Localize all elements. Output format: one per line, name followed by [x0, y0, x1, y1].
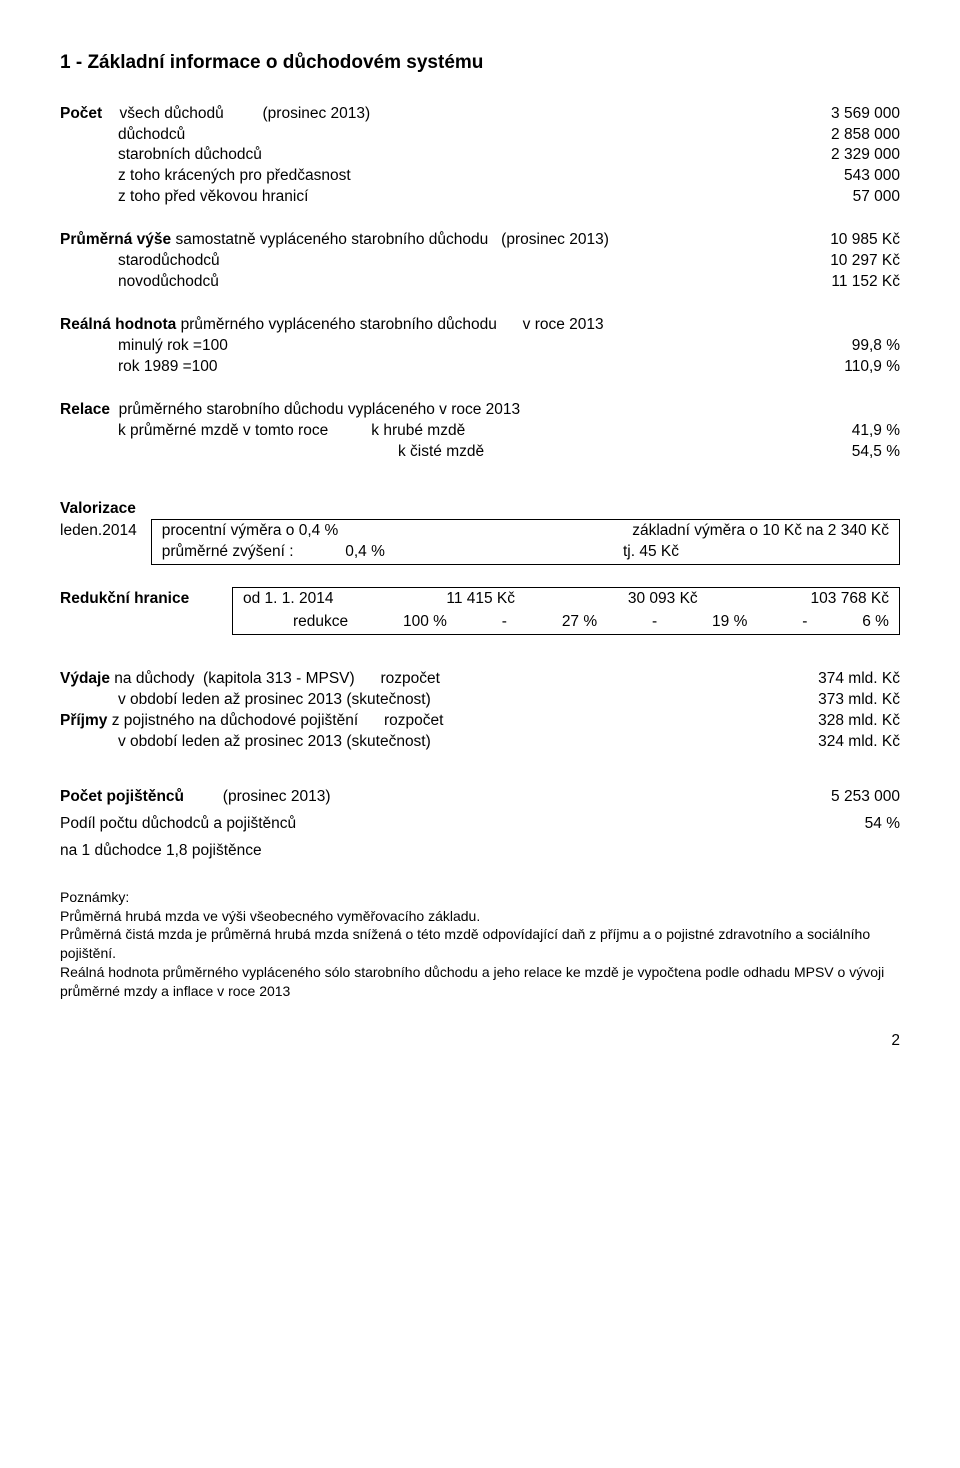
prumerna-r3-l: novodůchodců — [60, 272, 815, 293]
realna-r3-v: 110,9 % — [828, 357, 900, 378]
red-dash2: - — [652, 612, 657, 633]
red-l1c: 30 093 Kč — [628, 589, 698, 610]
realna-r2-v: 99,8 % — [836, 336, 900, 357]
pocet-r2-l: důchodců — [60, 125, 815, 146]
valorizace-label: leden.2014 — [60, 519, 151, 542]
pocet-r3-v: 2 329 000 — [815, 145, 900, 166]
red-l1d: 103 768 Kč — [811, 589, 889, 610]
pocet-r5-l: z toho před věkovou hranicí — [60, 187, 837, 208]
pocet-r4-v: 543 000 — [828, 166, 900, 187]
prumerna-r2-l: starodůchodců — [60, 251, 814, 272]
pojist-r3-l: na 1 důchodce 1,8 pojištěnce — [60, 841, 900, 862]
page-title: 1 - Základní informace o důchodovém syst… — [60, 50, 900, 76]
relace-r2-v: 41,9 % — [836, 421, 900, 442]
pocet-r1-v: 3 569 000 — [815, 104, 900, 125]
red-l2b: 100 % — [403, 612, 447, 633]
valorizace-block: Valorizace leden.2014 procentní výměra o… — [60, 499, 900, 566]
vydaje-block: Výdaje na důchody (kapitola 313 - MPSV) … — [60, 669, 900, 753]
pocet-r3-l: starobních důchodců — [60, 145, 815, 166]
red-l1a: od 1. 1. 2014 — [243, 589, 334, 610]
red-l1b: 11 415 Kč — [446, 589, 515, 610]
vydaje-r2-l: v období leden až prosinec 2013 (skutečn… — [60, 690, 802, 711]
redukce-block: Redukční hranice od 1. 1. 2014 11 415 Kč… — [60, 587, 900, 635]
pojist-r2-l: Podíl počtu důchodců a pojištěnců — [60, 814, 849, 835]
pocet-r1-l: všech důchodů — [119, 105, 223, 122]
vydaje-r1-v: 374 mld. Kč — [802, 669, 900, 690]
pojist-r1-m: (prosinec 2013) — [223, 788, 331, 805]
red-l2a: redukce — [243, 612, 348, 633]
page-number: 2 — [60, 1031, 900, 1052]
pocet-r1-m: (prosinec 2013) — [263, 105, 371, 122]
red-l2d: 19 % — [712, 612, 747, 633]
val-l2b: 0,4 % — [345, 543, 385, 560]
valorizace-heading: Valorizace — [60, 499, 900, 520]
pocet-label: Počet — [60, 105, 102, 122]
relace-r3-m: k čisté mzdě — [398, 443, 484, 460]
val-l1a: procentní výměra o 0,4 % — [162, 521, 339, 542]
realna-r1-m: v roce 2013 — [523, 316, 604, 333]
pojist-r1-l: Počet pojištěnců — [60, 788, 184, 805]
prumerna-r3-v: 11 152 Kč — [815, 272, 900, 293]
pocet-r4-l: z toho krácených pro předčasnost — [60, 166, 828, 187]
val-l1b: základní výměra o 10 Kč na 2 340 Kč — [632, 521, 889, 542]
pojist-r1-v: 5 253 000 — [815, 787, 900, 808]
relace-r2-m: k hrubé mzdě — [371, 422, 465, 439]
vydaje-r3-v: 328 mld. Kč — [802, 711, 900, 732]
notes-block: Poznámky: Průměrná hrubá mzda ve výši vš… — [60, 888, 900, 1001]
red-l2c: 27 % — [562, 612, 597, 633]
realna-r3-l: rok 1989 =100 — [60, 357, 828, 378]
notes-n3: Reálná hodnota průměrného vypláceného só… — [60, 963, 900, 1001]
prumerna-r1-v: 10 985 Kč — [814, 230, 900, 251]
notes-title: Poznámky: — [60, 888, 900, 907]
relace-r3-v: 54,5 % — [836, 442, 900, 463]
pojist-r2-v: 54 % — [849, 814, 900, 835]
notes-n2: Průměrná čistá mzda je průměrná hrubá mz… — [60, 925, 900, 963]
realna-r2-l: minulý rok =100 — [60, 336, 836, 357]
pocet-r5-v: 57 000 — [837, 187, 900, 208]
vydaje-r4-v: 324 mld. Kč — [802, 732, 900, 753]
pocet-block: Počet všech důchodů (prosinec 2013) 3 56… — [60, 104, 900, 209]
red-dash3: - — [802, 612, 807, 633]
val-l2c: tj. 45 Kč — [623, 542, 889, 563]
prumerna-r2-v: 10 297 Kč — [814, 251, 900, 272]
vydaje-r4-l: v období leden až prosinec 2013 (skutečn… — [60, 732, 802, 753]
notes-n1: Průměrná hrubá mzda ve výši všeobecného … — [60, 907, 900, 926]
redukce-label: Redukční hranice — [60, 587, 232, 610]
relace-block: Relace průměrného starobního důchodu vyp… — [60, 400, 900, 463]
pocet-r2-v: 2 858 000 — [815, 125, 900, 146]
val-l2a: průměrné zvýšení : — [162, 543, 294, 560]
prumerna-block: Průměrná výše samostatně vypláceného sta… — [60, 230, 900, 293]
relace-r2-l: k průměrné mzdě v tomto roce — [118, 422, 328, 439]
red-l2e: 6 % — [862, 612, 889, 633]
red-dash1: - — [502, 612, 507, 633]
realna-block: Reálná hodnota průměrného vypláceného st… — [60, 315, 900, 378]
pojist-block: Počet pojištěnců (prosinec 2013) 5 253 0… — [60, 787, 900, 862]
vydaje-r2-v: 373 mld. Kč — [802, 690, 900, 711]
